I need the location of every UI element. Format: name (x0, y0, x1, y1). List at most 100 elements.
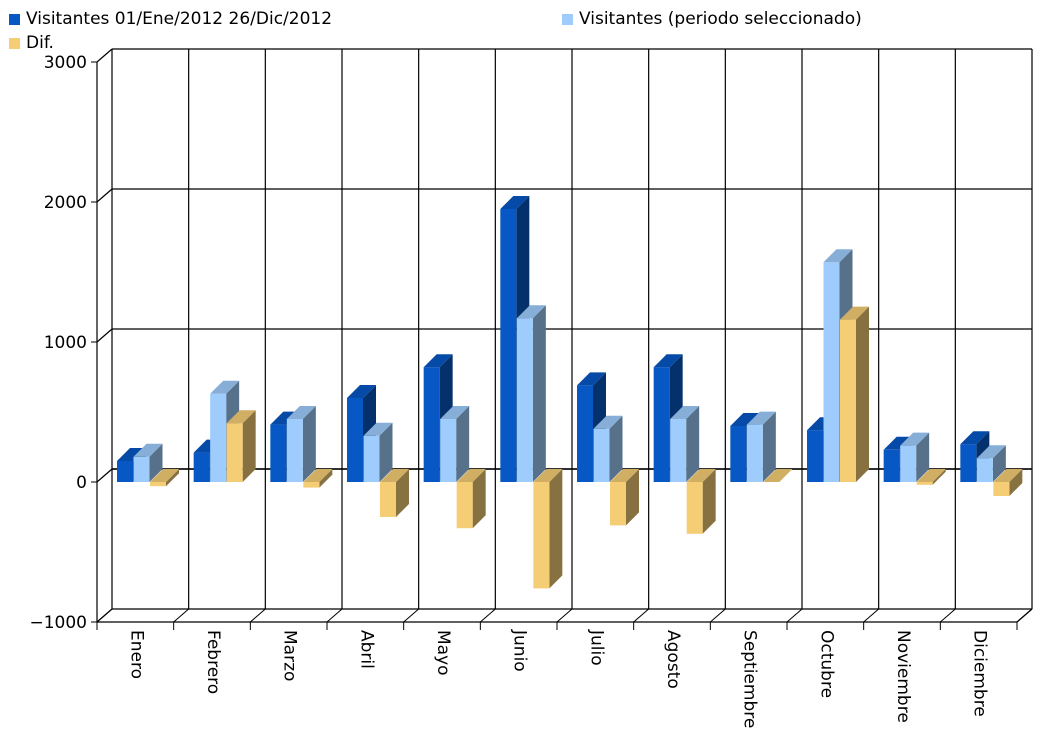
bar-front (440, 419, 457, 482)
bar-side (856, 306, 869, 482)
bar-front (686, 482, 703, 534)
grid-line-depth (96, 328, 113, 343)
bar (303, 469, 333, 488)
bar (746, 411, 776, 482)
legend-item-visitantes-anual: Visitantes 01/Ene/2012 26/Dic/2012 (9, 9, 332, 29)
bar-front (577, 385, 593, 482)
bar-top (993, 469, 1023, 482)
bar-front (670, 419, 687, 482)
y-tick-label: 3000 (44, 53, 87, 73)
bar-front (210, 393, 227, 482)
x-tick-depth (633, 608, 649, 623)
bar-front (533, 482, 550, 589)
bar-side (166, 469, 179, 487)
x-tick-depth (863, 608, 879, 623)
bar-top (610, 469, 639, 482)
x-tick-depth (403, 608, 419, 623)
bar-side (456, 406, 470, 482)
bar-top (440, 406, 470, 419)
bar-front (516, 318, 533, 482)
bar (440, 406, 470, 482)
bar-front (610, 482, 626, 526)
bar (133, 443, 163, 482)
bar-top (226, 410, 256, 424)
bar-side (319, 469, 333, 488)
bar (593, 415, 623, 482)
bar (286, 406, 316, 482)
legend-swatch-light-blue (562, 13, 573, 25)
x-tick-label: Julio (586, 629, 606, 666)
x-tick-label: Octubre (816, 630, 836, 698)
x-tick-label: Noviembre (893, 630, 913, 723)
grid-line-depth (96, 188, 113, 203)
bar-top (593, 415, 623, 429)
bar (916, 469, 946, 485)
bar-front (823, 262, 840, 482)
bar-side (302, 406, 316, 482)
bar-front (730, 426, 747, 482)
legend-item-dif: Dif. (9, 33, 54, 53)
x-tick-label: Septiembre (740, 630, 760, 728)
bar-top (916, 469, 946, 482)
legend-label: Visitantes (periodo seleccionado) (579, 9, 862, 29)
bar-side (762, 411, 776, 482)
bar-front (133, 456, 150, 482)
bar-front (380, 482, 396, 517)
bar-front (807, 430, 823, 482)
bar-top (577, 372, 606, 386)
x-tick-depth (786, 608, 803, 623)
bar (993, 469, 1023, 496)
bar-side (532, 305, 546, 482)
bar-top (840, 306, 869, 320)
bar-front (347, 398, 363, 482)
bar-top (456, 469, 486, 482)
bar-top (823, 249, 853, 263)
x-tick-depth (480, 608, 496, 623)
bar-top (117, 448, 146, 461)
x-tick-depth (250, 608, 266, 623)
y-tick-label: 2000 (44, 193, 87, 213)
bar-top (976, 445, 1006, 459)
bar-front (117, 461, 133, 482)
x-tick-depth (96, 608, 113, 623)
bar (900, 432, 930, 482)
bar-side (242, 410, 256, 482)
bar (533, 469, 563, 589)
bar-front (193, 452, 210, 482)
x-tick-depth (326, 608, 343, 623)
bars (117, 196, 1023, 589)
bar-top (900, 432, 930, 446)
bar-side (609, 415, 623, 482)
bar-front (150, 482, 166, 487)
bar-front (993, 482, 1010, 496)
bar-top (347, 385, 376, 398)
bar-top (960, 431, 990, 445)
bar-side (992, 445, 1006, 482)
bar-side (702, 469, 716, 534)
y-tick-label: −1000 (29, 613, 87, 633)
bar (380, 469, 409, 517)
x-tick-label: Mayo (433, 630, 453, 676)
x-tick-label: Marzo (280, 630, 300, 681)
bar (226, 410, 256, 482)
bar-front (286, 419, 303, 482)
bar-front (746, 424, 763, 482)
legend-label: Dif. (26, 33, 54, 53)
bar-front (423, 367, 440, 482)
x-tick-label: Enero (126, 630, 146, 679)
bar (516, 305, 546, 482)
bar-front (960, 444, 977, 482)
bar (456, 469, 486, 529)
x-tick-depth (1016, 608, 1033, 623)
grid-line-depth (96, 48, 113, 63)
bar-top (133, 443, 163, 457)
bar-top (303, 469, 333, 482)
bar (670, 406, 700, 482)
bar-top (150, 469, 179, 482)
bar (763, 469, 793, 482)
grid-line-depth (96, 468, 113, 483)
bar-front (593, 428, 610, 482)
bar-side (472, 469, 486, 529)
bar-front (976, 458, 993, 482)
